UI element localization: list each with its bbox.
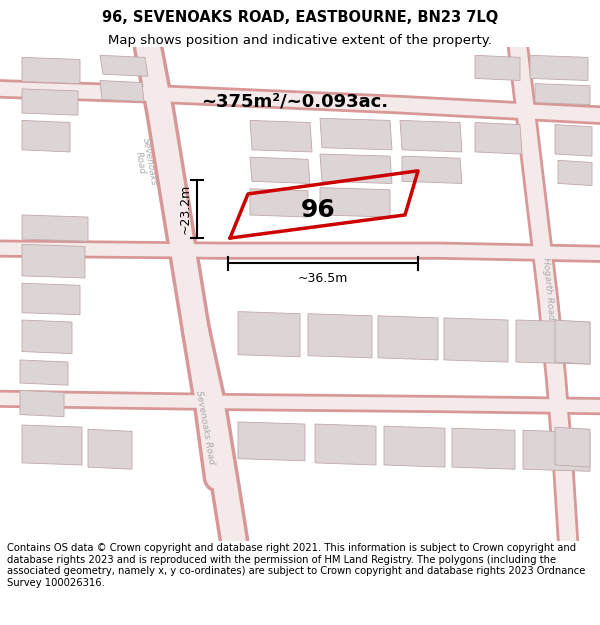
- Polygon shape: [250, 189, 308, 217]
- Polygon shape: [400, 121, 462, 152]
- Text: Sevenoaks
Road: Sevenoaks Road: [131, 137, 159, 188]
- Polygon shape: [402, 156, 462, 184]
- Polygon shape: [308, 314, 372, 358]
- Polygon shape: [320, 154, 392, 184]
- Polygon shape: [555, 320, 590, 364]
- Polygon shape: [384, 426, 445, 467]
- Polygon shape: [22, 58, 80, 84]
- Text: Contains OS data © Crown copyright and database right 2021. This information is : Contains OS data © Crown copyright and d…: [7, 543, 586, 588]
- Polygon shape: [444, 318, 508, 362]
- Polygon shape: [250, 157, 310, 184]
- Polygon shape: [315, 424, 376, 465]
- Polygon shape: [100, 81, 144, 101]
- Polygon shape: [523, 431, 590, 471]
- Polygon shape: [378, 316, 438, 360]
- Polygon shape: [22, 89, 78, 115]
- Text: ~375m²/~0.093ac.: ~375m²/~0.093ac.: [202, 92, 389, 111]
- Polygon shape: [22, 283, 80, 315]
- Polygon shape: [530, 55, 588, 81]
- Polygon shape: [555, 124, 592, 156]
- Polygon shape: [535, 84, 590, 104]
- Polygon shape: [22, 244, 85, 278]
- Text: ~36.5m: ~36.5m: [298, 272, 348, 285]
- Polygon shape: [88, 429, 132, 469]
- Polygon shape: [22, 121, 70, 152]
- Polygon shape: [250, 121, 312, 152]
- Polygon shape: [238, 312, 300, 357]
- Polygon shape: [100, 55, 148, 76]
- Polygon shape: [558, 161, 592, 186]
- Text: Hogarth Road: Hogarth Road: [541, 257, 555, 320]
- Polygon shape: [516, 320, 590, 364]
- Text: ~23.2m: ~23.2m: [179, 184, 192, 234]
- Polygon shape: [22, 425, 82, 465]
- Text: 96, SEVENOAKS ROAD, EASTBOURNE, BN23 7LQ: 96, SEVENOAKS ROAD, EASTBOURNE, BN23 7LQ: [102, 10, 498, 25]
- Text: Sevenoaks Road: Sevenoaks Road: [194, 389, 216, 465]
- Polygon shape: [555, 427, 590, 467]
- Polygon shape: [475, 55, 520, 81]
- Polygon shape: [20, 360, 68, 385]
- Polygon shape: [475, 122, 522, 154]
- Polygon shape: [22, 320, 72, 354]
- Polygon shape: [20, 391, 64, 417]
- Polygon shape: [452, 428, 515, 469]
- Text: 96: 96: [301, 198, 335, 222]
- Polygon shape: [22, 215, 88, 241]
- Polygon shape: [320, 118, 392, 150]
- Polygon shape: [238, 422, 305, 461]
- Text: Map shows position and indicative extent of the property.: Map shows position and indicative extent…: [108, 34, 492, 47]
- Polygon shape: [320, 188, 390, 217]
